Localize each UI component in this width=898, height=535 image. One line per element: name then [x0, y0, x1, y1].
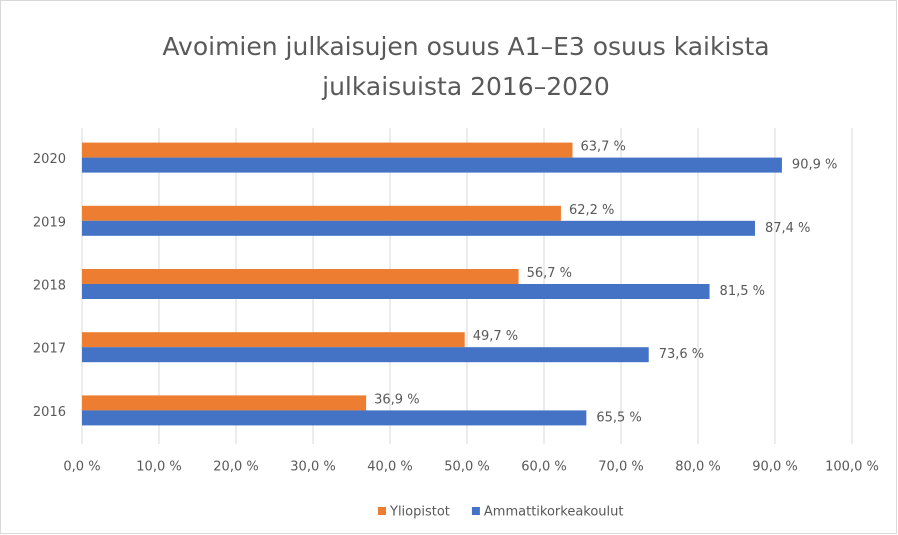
legend-label: Ammattikorkeakoulut	[484, 505, 624, 520]
data-label: 36,9 %	[374, 392, 419, 407]
bar	[82, 205, 561, 221]
bar	[82, 395, 367, 411]
x-tick-label: 20,0 %	[213, 460, 258, 475]
y-tick-label: 2018	[33, 279, 66, 294]
data-label: 63,7 %	[580, 140, 625, 155]
x-tick-label: 30,0 %	[290, 460, 335, 475]
x-tick-label: 10,0 %	[136, 460, 181, 475]
y-tick-label: 2017	[33, 342, 66, 357]
y-tick-label: 2019	[33, 215, 66, 230]
bar	[82, 332, 465, 348]
y-tick-label: 2020	[33, 152, 66, 167]
data-label: 65,5 %	[596, 410, 641, 425]
bar	[82, 220, 755, 236]
x-tick-label: 50,0 %	[444, 460, 489, 475]
x-tick-label: 70,0 %	[598, 460, 643, 475]
legend-swatch	[378, 507, 386, 515]
x-tick-label: 60,0 %	[521, 460, 566, 475]
legend-swatch	[471, 507, 480, 515]
data-label: 56,7 %	[527, 266, 572, 281]
data-label: 81,5 %	[720, 284, 765, 299]
x-tick-label: 80,0 %	[675, 460, 720, 475]
data-label: 49,7 %	[473, 329, 518, 344]
bar	[82, 142, 573, 158]
x-tick-label: 90,0 %	[752, 460, 797, 475]
x-tick-label: 0,0 %	[63, 460, 100, 475]
data-label: 87,4 %	[765, 221, 810, 236]
bar	[82, 284, 710, 299]
chart-title: Avoimien julkaisujen osuus A1–E3 osuus k…	[162, 32, 769, 61]
x-tick-label: 40,0 %	[367, 460, 412, 475]
legend-label: Yliopistot	[389, 505, 450, 520]
bar	[82, 269, 519, 284]
chart-title: julkaisuista 2016–2020	[321, 72, 610, 101]
x-tick-label: 100,0 %	[825, 460, 879, 475]
bar	[82, 157, 782, 173]
y-tick-label: 2016	[33, 405, 66, 420]
bar	[82, 410, 587, 426]
data-label: 62,2 %	[569, 203, 614, 218]
data-label: 73,6 %	[659, 347, 704, 362]
bar	[82, 347, 649, 363]
data-label: 90,9 %	[792, 158, 837, 173]
